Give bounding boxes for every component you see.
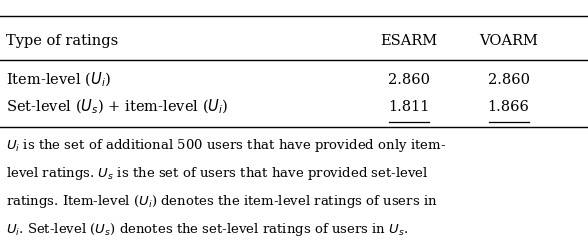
- Text: 2.860: 2.860: [487, 73, 530, 87]
- Text: $U_i$. Set-level ($U_s$) denotes the set-level ratings of users in $U_s$.: $U_i$. Set-level ($U_s$) denotes the set…: [6, 221, 409, 238]
- Text: Set-level ($U_s$) + item-level ($U_i$): Set-level ($U_s$) + item-level ($U_i$): [6, 98, 228, 116]
- Text: ESARM: ESARM: [380, 34, 437, 47]
- Text: VOARM: VOARM: [479, 34, 538, 47]
- Text: Type of ratings: Type of ratings: [6, 34, 118, 47]
- Text: $U_i$ is the set of additional 500 users that have provided only item-: $U_i$ is the set of additional 500 users…: [6, 137, 446, 154]
- Text: 1.866: 1.866: [487, 100, 530, 114]
- Text: level ratings. $U_s$ is the set of users that have provided set-level: level ratings. $U_s$ is the set of users…: [6, 165, 428, 182]
- Text: Item-level ($U_i$): Item-level ($U_i$): [6, 71, 111, 89]
- Text: ratings. Item-level ($U_i$) denotes the item-level ratings of users in: ratings. Item-level ($U_i$) denotes the …: [6, 193, 437, 210]
- Text: 2.860: 2.860: [387, 73, 430, 87]
- Text: 1.811: 1.811: [388, 100, 429, 114]
